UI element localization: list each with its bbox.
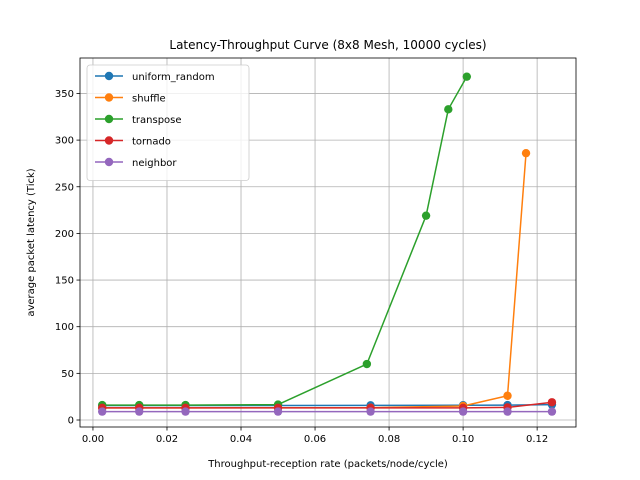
- series-neighbor: [98, 407, 557, 416]
- legend-label: transpose: [132, 115, 182, 126]
- y-tick-label: 150: [55, 276, 74, 287]
- legend-label: neighbor: [132, 158, 177, 169]
- legend-box: [86, 64, 250, 181]
- series-line: [101, 75, 468, 406]
- data-point: [98, 407, 107, 416]
- data-point: [421, 211, 431, 220]
- y-tick-label: 300: [55, 136, 74, 147]
- data-point: [547, 398, 557, 407]
- legend-item-tornado: tornado: [95, 136, 171, 148]
- y-tick-label: 0: [68, 416, 74, 427]
- x-tick-label: 0.02: [156, 434, 178, 445]
- x-axis-title: Throughput-reception rate (packets/node/…: [207, 459, 448, 470]
- legend-item-uniform_random: uniform_random: [95, 71, 215, 83]
- legend-item-shuffle: shuffle: [95, 93, 166, 105]
- legend-label: shuffle: [132, 94, 166, 105]
- data-point: [366, 407, 375, 416]
- legend-label: uniform_random: [132, 72, 215, 83]
- data-point: [458, 407, 468, 416]
- x-tick-label: 0.04: [230, 434, 252, 445]
- data-point: [135, 407, 144, 416]
- x-tick-label: 0.06: [304, 434, 326, 445]
- data-point: [547, 407, 557, 416]
- legend-marker: [104, 114, 114, 124]
- y-tick-label: 200: [55, 229, 74, 240]
- data-point: [503, 407, 512, 416]
- data-point: [444, 105, 453, 114]
- axis-ticks: 0.00 0.02 0.04 0.06 0.08 0.10 0.12 0 50 100 150 200…: [55, 89, 548, 445]
- legend-item-transpose: transpose: [95, 114, 182, 126]
- data-point: [521, 148, 531, 158]
- y-tick-label: 250: [55, 182, 74, 193]
- data-point: [462, 72, 472, 81]
- legend-item-neighbor: neighbor: [95, 157, 177, 169]
- y-tick-label: 100: [55, 322, 74, 333]
- x-tick-label: 0.10: [452, 434, 474, 445]
- data-point: [273, 407, 283, 416]
- x-tick-label: 0.00: [82, 434, 104, 445]
- data-point: [503, 391, 512, 400]
- legend-marker: [104, 157, 114, 167]
- legend-marker: [104, 136, 114, 145]
- data-point: [362, 359, 372, 369]
- data-point: [181, 407, 190, 416]
- plot-area-frame: [79, 57, 577, 428]
- series-layer: [98, 72, 557, 416]
- chart-title: Latency-Throughput Curve (8x8 Mesh, 1000…: [169, 38, 486, 52]
- y-tick-label: 50: [61, 369, 74, 380]
- y-axis-title: average packet latency (Tick): [26, 168, 37, 316]
- legend-label: tornado: [132, 137, 171, 148]
- x-tick-label: 0.08: [378, 434, 400, 445]
- y-tick-label: 350: [55, 89, 74, 100]
- series-line: [101, 401, 553, 409]
- legend-marker: [104, 71, 114, 81]
- legend-marker: [104, 93, 114, 102]
- x-tick-label: 0.12: [526, 434, 548, 445]
